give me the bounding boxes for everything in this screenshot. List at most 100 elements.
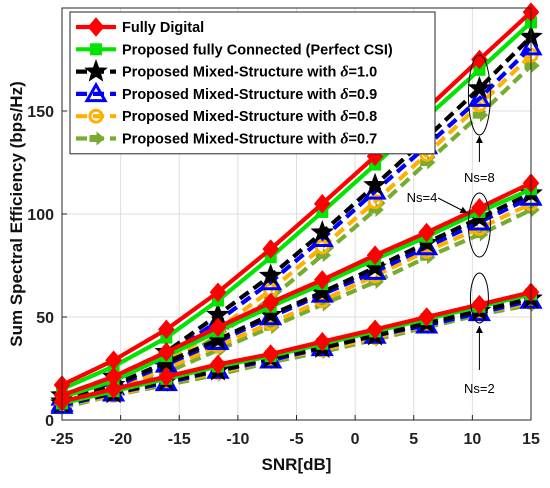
legend-label: Proposed fully Connected (Perfect CSI) — [122, 42, 393, 58]
ns8-ellipse — [467, 54, 491, 136]
ns8-label: Ns=8 — [464, 170, 495, 185]
data-point-fd — [209, 317, 227, 338]
ns2-arrow-head — [475, 326, 483, 333]
data-point-d08 — [367, 194, 383, 210]
data-point-fd — [366, 319, 384, 340]
legend-item-d10: Proposed Mixed-Structure with δ=1.0 — [76, 59, 377, 82]
series-line-d09 — [61, 45, 533, 400]
series-line-fd — [61, 10, 533, 387]
x-tick-label: -10 — [226, 431, 249, 448]
y-tick-label: 150 — [27, 104, 54, 121]
data-point-fd — [313, 270, 331, 290]
series-line-fc — [61, 20, 533, 392]
data-point-fd — [209, 282, 227, 303]
data-point-fd — [313, 331, 331, 352]
series-line-d07 — [61, 64, 533, 406]
x-tick-label: -25 — [50, 431, 73, 448]
data-point-fd — [262, 239, 280, 259]
annotations: Ns=8 Ns=4 Ns=2 — [407, 54, 495, 396]
series-line-d10 — [61, 191, 532, 404]
legend-item-d07: Proposed Mixed-Structure with δ=0.7 — [76, 131, 377, 148]
legend-swatch-marker — [89, 131, 105, 146]
x-tick-label: -5 — [289, 431, 303, 448]
legend-swatch-marker — [84, 81, 108, 103]
legend-label-prefix: Proposed fully Connected (Perfect CSI) — [122, 42, 393, 58]
data-point-d09 — [467, 86, 491, 107]
ns4-label: Ns=4 — [407, 190, 438, 205]
legend-box — [69, 11, 436, 155]
legend: Fully Digital Proposed fully Connected (P… — [69, 11, 436, 155]
legend-delta-value: =0.8 — [349, 109, 378, 125]
data-point-d10 — [258, 263, 283, 286]
series-line-d08 — [61, 53, 533, 404]
series-line-d10 — [61, 296, 532, 406]
legend-label: Fully Digital — [122, 20, 204, 36]
data-point-d10 — [363, 172, 387, 196]
y-tick-label: 100 — [27, 207, 54, 224]
series-line-d09 — [61, 195, 532, 406]
legend-swatch-marker — [84, 59, 108, 82]
legend-item-fd: Fully Digital — [76, 17, 204, 37]
data-point-fd — [158, 319, 175, 340]
legend-label-prefix: Proposed Mixed-Structure with — [122, 87, 340, 103]
legend-delta-symbol: δ — [340, 64, 348, 81]
data-point-d10 — [467, 75, 492, 99]
legend-swatch-marker — [87, 17, 105, 37]
legend-delta-value: =0.9 — [349, 87, 378, 103]
data-point-fd — [158, 342, 175, 362]
legend-delta-symbol: δ — [340, 108, 348, 125]
legend-delta-symbol: δ — [340, 131, 348, 148]
data-point-fd — [366, 245, 384, 265]
x-tick-label: -20 — [109, 431, 132, 448]
ns4-arrow-head — [459, 206, 468, 213]
ns2-ellipse — [469, 272, 489, 324]
legend-label-prefix: Proposed Mixed-Structure with — [122, 65, 340, 81]
series-line-fc — [61, 187, 532, 400]
data-point-fd — [471, 49, 488, 70]
ns8-arrow-head — [475, 136, 483, 143]
x-tick-label: 5 — [409, 431, 418, 448]
x-tick-label: 10 — [463, 431, 481, 448]
legend-label-prefix: Proposed Mixed-Structure with — [122, 132, 340, 148]
data-point-fd — [105, 379, 122, 399]
ns4-ellipse — [467, 192, 491, 258]
data-point-d10 — [310, 220, 335, 243]
legend-swatch-marker — [88, 108, 104, 124]
legend-item-d09: Proposed Mixed-Structure with δ=0.9 — [76, 81, 377, 103]
y-tick-label: 50 — [36, 310, 54, 327]
x-tick-label: 15 — [522, 431, 540, 448]
data-point-fd — [418, 307, 435, 327]
legend-label: Proposed Mixed-Structure with δ=0.9 — [122, 86, 377, 103]
series-line-d10 — [61, 35, 533, 398]
legend-item-fc: Proposed fully Connected (Perfect CSI) — [76, 42, 393, 58]
legend-label: Proposed Mixed-Structure with δ=0.7 — [122, 131, 377, 148]
data-point-fd — [313, 193, 331, 214]
data-point-fd — [418, 222, 435, 243]
legend-delta-value: =1.0 — [349, 65, 378, 81]
legend-label-prefix: Proposed Mixed-Structure with — [122, 109, 340, 125]
data-point-fd — [158, 366, 175, 387]
data-point-fd — [471, 294, 488, 315]
legend-swatch-marker — [90, 43, 102, 56]
x-tick-label: 0 — [351, 431, 360, 448]
legend-label: Proposed Mixed-Structure with δ=0.8 — [122, 108, 377, 125]
series-line-fd — [61, 181, 532, 398]
legend-label: Proposed Mixed-Structure with δ=1.0 — [122, 64, 377, 81]
series-line-fd — [61, 290, 532, 404]
data-point-fd — [262, 344, 280, 364]
legend-item-d08: Proposed Mixed-Structure with δ=0.8 — [76, 108, 377, 125]
data-point-fd — [471, 198, 488, 218]
ns2-label: Ns=2 — [464, 381, 495, 396]
legend-delta-symbol: δ — [340, 86, 348, 103]
y-axis-title: Sum Spectral Efficiency (bps/Hz) — [7, 81, 26, 346]
data-point-fd — [262, 292, 280, 313]
y-tick-label: 0 — [45, 413, 54, 430]
data-point-fd — [209, 354, 227, 375]
legend-label-prefix: Fully Digital — [122, 20, 204, 36]
legend-delta-value: =0.7 — [349, 132, 378, 148]
x-axis-title: SNR[dB] — [262, 455, 332, 474]
x-tick-label: -15 — [168, 431, 191, 448]
